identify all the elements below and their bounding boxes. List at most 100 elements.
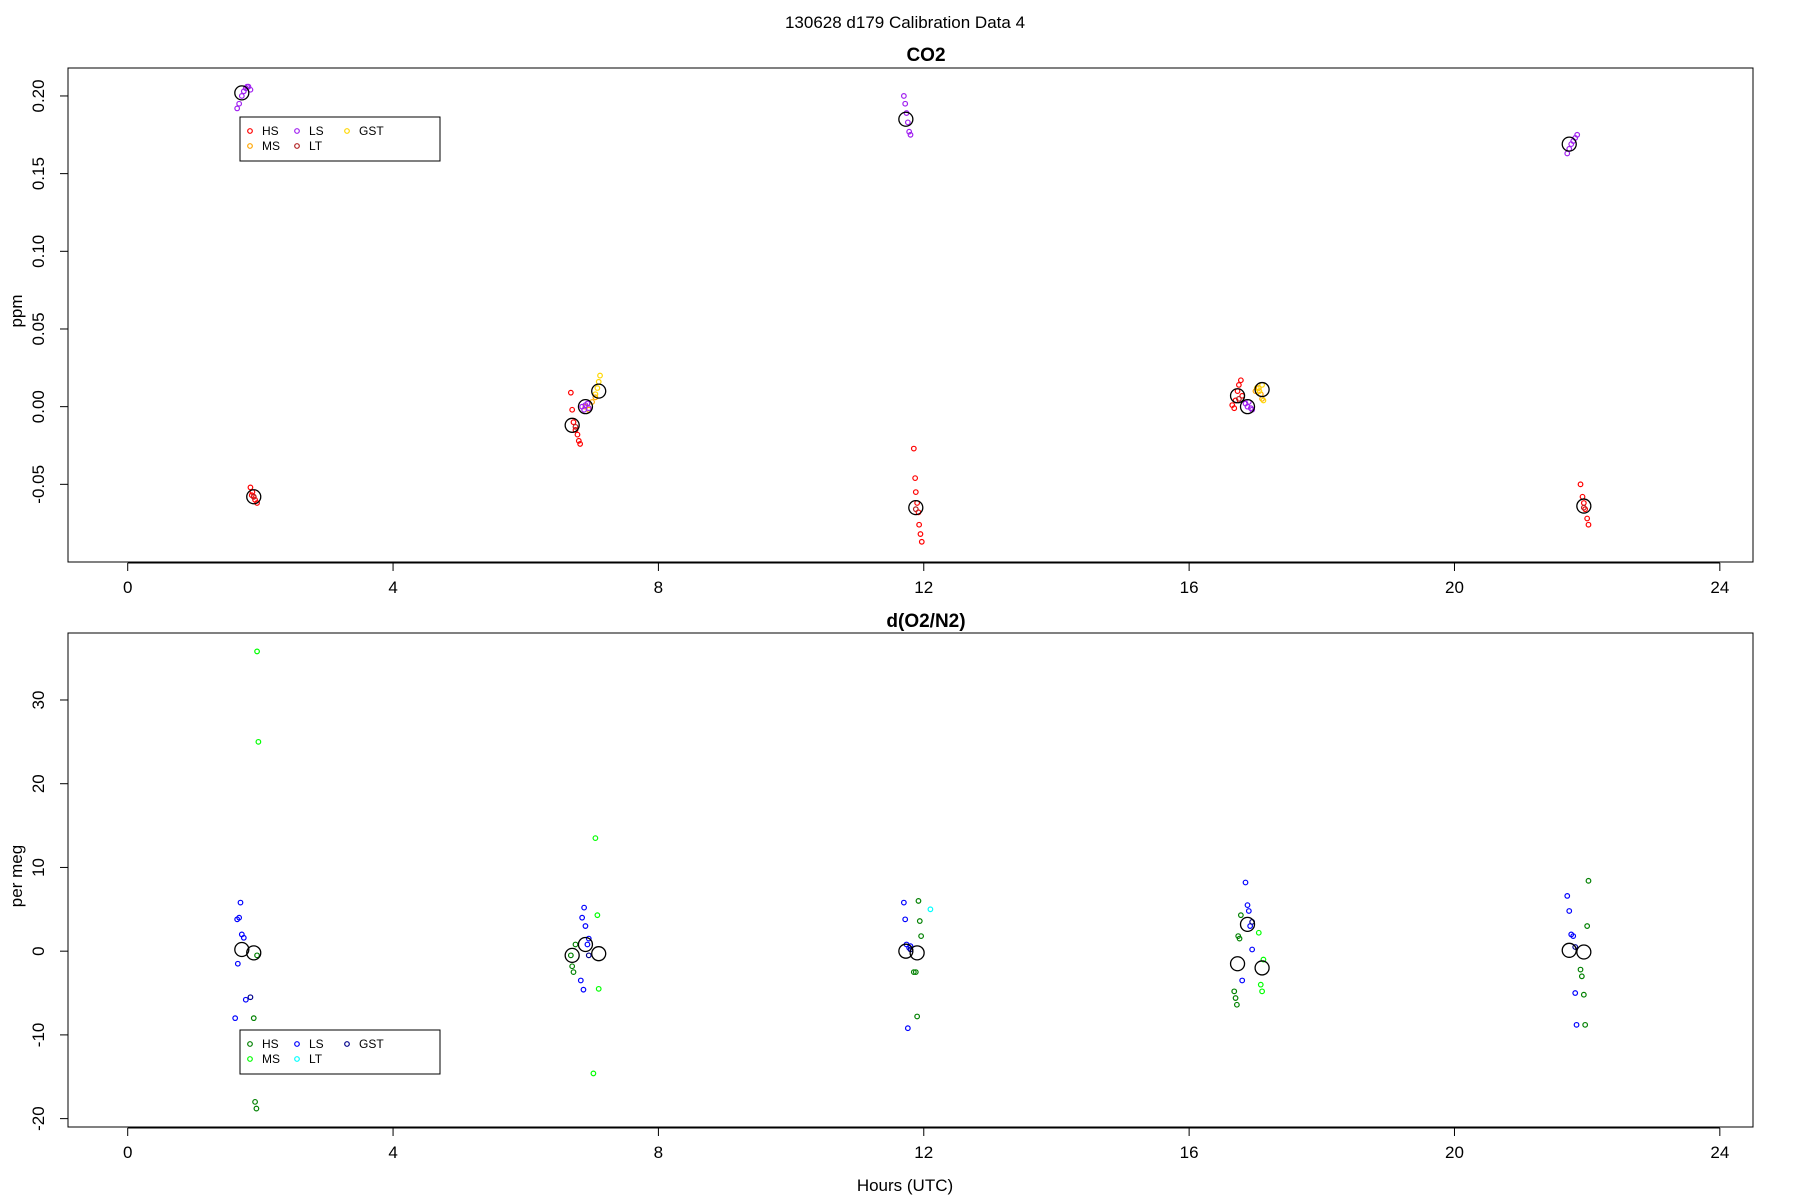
o2n2-legend-label-gst: GST [359, 1037, 384, 1051]
o2n2-point-hs [1582, 1021, 1589, 1028]
co2-point-lt [250, 493, 257, 500]
co2-point-hs [918, 538, 925, 545]
o2n2-y-tick-label: -20 [29, 1106, 48, 1131]
o2n2-point-hs [572, 941, 579, 948]
co2-point-gst [595, 378, 602, 385]
o2n2-point-ls [240, 934, 247, 941]
co2-point-ls [900, 93, 907, 99]
co2-mean-marker [564, 417, 580, 433]
o2n2-panel: d(O2/N2) per meg 0 4 8 12 16 20 24 -20 -10 0 10 20… [7, 611, 1754, 1162]
o2n2-point-ls [904, 1025, 911, 1032]
o2n2-mean-marker [246, 945, 262, 961]
co2-point-hs [1231, 405, 1238, 412]
o2n2-point-hs [1577, 966, 1584, 973]
o2n2-point-hs [1584, 923, 1591, 929]
co2-point-hs [912, 489, 919, 495]
co2-point-hs [1579, 493, 1586, 500]
o2n2-legend-marker-ms [247, 1056, 253, 1062]
co2-panel: CO2 ppm 0 4 8 12 16 20 24 -0.05 0.00 0.05 0.10 0.1… [7, 45, 1754, 597]
o2n2-y-tick-label: -10 [29, 1023, 48, 1048]
o2n2-legend-label-lt: LT [309, 1052, 323, 1066]
o2n2-point-ls [581, 904, 588, 911]
co2-point-hs [910, 445, 917, 452]
o2n2-x-tick-label: 12 [914, 1143, 933, 1162]
o2n2-mean-marker [234, 941, 250, 958]
co2-point-ls [902, 100, 909, 107]
o2n2-point-ls [900, 899, 907, 906]
o2n2-point-hs [254, 952, 260, 959]
co2-point-hs [570, 419, 577, 426]
o2n2-point-ms [594, 912, 601, 919]
o2n2-panel-title: d(O2/N2) [886, 611, 965, 632]
o2n2-legend-marker-ls [294, 1041, 300, 1047]
co2-legend-marker-gst [344, 128, 350, 134]
co2-point-ls [585, 405, 592, 412]
o2n2-point-ls [579, 914, 586, 921]
o2n2-point-ls [902, 916, 909, 923]
o2n2-mean-marker [591, 946, 607, 962]
o2n2-point-lt [927, 906, 934, 913]
o2n2-point-ms [255, 738, 262, 745]
o2n2-x-tick-label: 0 [123, 1143, 132, 1162]
co2-x-tick-label: 8 [654, 578, 663, 597]
o2n2-legend-box [239, 1029, 441, 1075]
o2n2-point-hs [1237, 912, 1244, 919]
co2-point-hs [569, 406, 576, 413]
o2n2-x-tick-label: 8 [654, 1143, 663, 1162]
co2-x-tick-label: 0 [123, 578, 132, 597]
co2-point-ls [1574, 131, 1581, 138]
co2-mean-marker [577, 399, 594, 415]
o2n2-point-hs [1578, 973, 1585, 980]
co2-point-hs [254, 500, 260, 506]
co2-point-ls [904, 119, 911, 126]
co2-point-hs [577, 441, 584, 447]
o2n2-y-tick-label: 20 [29, 774, 48, 793]
o2n2-point-ls [1242, 879, 1249, 886]
o2n2-y-tick-label: 30 [29, 691, 48, 710]
co2-y-tick-label: 0.15 [29, 157, 48, 190]
o2n2-point-ms [1257, 981, 1264, 988]
co2-legend-marker-hs [247, 128, 253, 134]
co2-mean-marker [908, 499, 924, 516]
o2n2-mean-marker [898, 943, 914, 959]
o2n2-point-ls [1573, 1021, 1580, 1028]
o2n2-mean-marker [1229, 956, 1246, 972]
co2-legend-marker-ls [294, 128, 300, 134]
co2-point-ms [1255, 385, 1262, 391]
co2-point-hs [574, 431, 581, 438]
o2n2-point-hs [567, 952, 574, 959]
o2n2-point-ms [592, 835, 599, 842]
co2-y-tick-label: 0.10 [29, 235, 48, 268]
o2n2-point-gst [585, 952, 592, 959]
o2n2-point-ls [242, 996, 249, 1003]
co2-point-hs [1237, 377, 1244, 384]
o2n2-y-axis-label: per meg [7, 845, 26, 907]
o2n2-point-gst [247, 994, 254, 1001]
co2-point-hs [567, 389, 574, 396]
co2-legend-label-ms: MS [262, 139, 280, 153]
co2-point-ls [238, 93, 245, 99]
co2-mean-marker [898, 111, 914, 127]
co2-mean-marker [1229, 388, 1246, 404]
o2n2-point-ms [1260, 956, 1267, 963]
co2-point-lt [1580, 504, 1587, 511]
o2n2-data-points [232, 648, 1592, 1112]
co2-point-gst [594, 385, 601, 391]
co2-mean-marker [1576, 498, 1592, 514]
o2n2-point-ls [1245, 908, 1252, 914]
o2n2-x-axis: 0 4 8 12 16 20 24 [123, 1127, 1729, 1162]
co2-point-lt [912, 506, 919, 513]
o2n2-mean-marker [1561, 942, 1577, 958]
co2-point-hs [917, 531, 924, 537]
o2n2-point-ms [590, 1070, 597, 1077]
o2n2-point-ls [1570, 933, 1577, 939]
co2-legend-label-gst: GST [359, 124, 384, 138]
co2-point-hs [912, 475, 919, 482]
o2n2-point-hs [914, 1013, 921, 1020]
co2-point-hs [247, 484, 254, 491]
co2-y-tick-label: 0.05 [29, 312, 48, 345]
co2-point-hs [1580, 500, 1587, 506]
o2n2-point-hs [1580, 991, 1587, 998]
o2n2-mean-marker [577, 936, 594, 953]
o2n2-point-hs [912, 969, 919, 976]
